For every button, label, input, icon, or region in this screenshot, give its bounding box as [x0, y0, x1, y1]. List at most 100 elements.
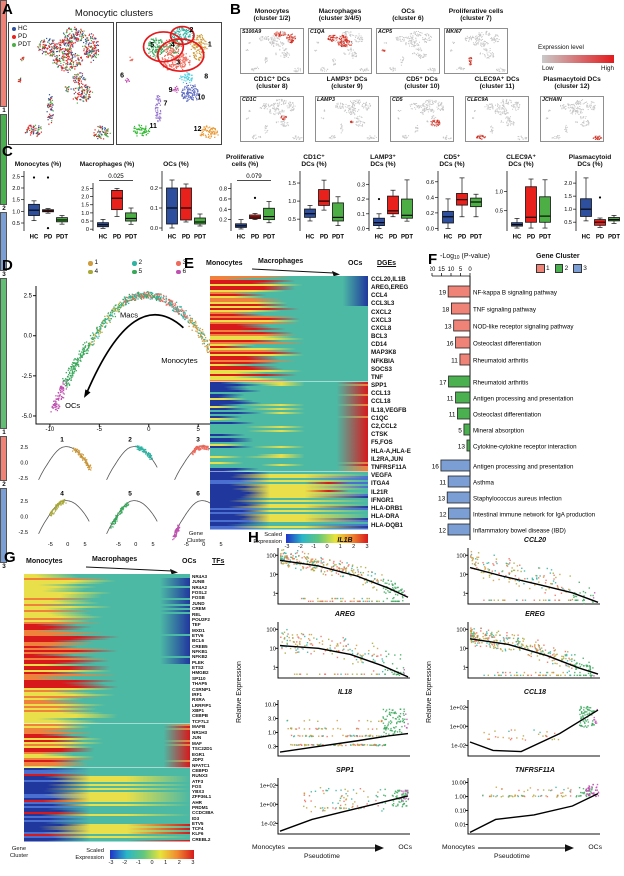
gene-label-block: NR4A3 JUNB NR4A2 FOSL2 FOSB JUND CREM REL POU2F2… [192, 574, 248, 724]
gene-label: MAP3K8 [371, 349, 397, 357]
panel-label-a: A [2, 1, 13, 18]
box-plot-7: 0.5 1.0 HC PD PDT [495, 171, 551, 241]
pathway-count: 13 [444, 324, 452, 331]
box-title-line1: Plasmacytoid [568, 153, 612, 161]
e-scale-line2: Expression [253, 538, 282, 545]
dge-heatmap-canvas [210, 276, 368, 532]
x-group-label: PD [320, 235, 329, 241]
legend-item: PDT [12, 41, 31, 49]
gene-label-block: MAFB NR1H3 JUN MAF TSC22D1 EGR1 JDP2 NFATC1 [192, 724, 248, 768]
box [194, 217, 206, 225]
gene-label: JUND [192, 600, 205, 606]
gene-label: RUNX3 [192, 773, 208, 779]
gene-label: ETV5 [192, 820, 204, 826]
cluster-sidebar-strip [0, 0, 7, 107]
box-plot-0: 0.5 1.0 1.5 2.0 2.5 HC PD PDT [12, 171, 68, 241]
feature-gene-label: CLEC9A [467, 97, 489, 103]
f-legend-title: Gene Cluster [536, 253, 580, 260]
box-title-line1: LAMP3⁺ [370, 153, 396, 161]
cluster-number: 1 [2, 429, 6, 436]
legend-cluster-id: 1 [546, 264, 550, 272]
h-x-label: Pseudotime [494, 853, 530, 860]
feature-title-line2: (cluster 9) [331, 83, 363, 91]
cluster-number: 2 [2, 205, 6, 212]
gene-label: IL18,VEGFB [371, 406, 407, 414]
gene-label: PLEK [192, 659, 205, 665]
y-tick-label: 0 [86, 227, 89, 233]
e-gene-cluster-line2: Cluster [186, 537, 206, 544]
feature-title-line2: (cluster 8) [256, 83, 288, 91]
gene-label: ETS2 [192, 665, 204, 671]
gene-label: THAP5 [192, 681, 208, 687]
f-legend-item: 3 [573, 264, 587, 273]
feature-plot-canvas [377, 29, 439, 73]
pathway-bar [455, 391, 471, 404]
pathway-bar-chart: 20 15 10 5 019 NF-kappa B signaling pathway18… [430, 267, 596, 540]
feature-title-line1: LAMP3⁺ DCs [326, 76, 368, 83]
box-plot-title: Plasmacytoid DCs (%) [556, 150, 624, 168]
scale-tick: -2 [122, 860, 128, 866]
legend-dot-icon [88, 269, 93, 275]
h-ylabel-left: Relative Expression [236, 661, 243, 723]
e-gene-cluster-label: Gene Cluster [180, 531, 212, 544]
gene-label: CCDC88A [192, 810, 214, 816]
outlier-dot [32, 176, 36, 179]
legend-dot-icon [176, 261, 181, 266]
pathway-label: TNF signaling pathway [473, 307, 537, 314]
gene-label: BCL3 [371, 333, 388, 341]
trajectory-legend-item: 3 [176, 259, 220, 268]
x-group-label: HC [513, 235, 522, 241]
expression-colorbar [542, 55, 614, 63]
umap-legend: HC PD PDT [12, 25, 31, 49]
legend-dot-icon [12, 27, 16, 32]
g-gene-cluster-line2: Cluster [9, 852, 29, 859]
y-tick-label: 0.4 [219, 207, 227, 213]
feature-title-line2: (cluster 7) [460, 15, 492, 23]
arrow-head [565, 844, 574, 852]
gene-label: CSRNP1 [192, 686, 211, 692]
pathway-count: 11 [447, 396, 454, 403]
pathway-label: Inflammatory bowel disease (IBD) [473, 528, 566, 535]
y-tick-label: 0.2 [219, 218, 227, 224]
gene-label: C2,CCL2 [371, 422, 397, 430]
pathway-label: Cytokine-cytokine receptor interaction [473, 444, 577, 451]
h-xaxis-right: Monocytes Pseudotime OCs [442, 842, 602, 868]
y-tick-label: 1.0 [81, 211, 89, 217]
feature-plot-canvas [241, 29, 303, 73]
g-scale-ticks: -3 -2 -1 0 1 2 3 [106, 860, 198, 866]
x-group-label: PDT [263, 235, 275, 241]
gene-label-block: CCL20,IL1B AREG,EREG CCL4 CCL3L3 CXCL2 CXCL3 C… [371, 276, 429, 382]
e-scale-colorbar [286, 534, 368, 543]
gene-label: TSC22D1 [192, 746, 213, 751]
pathway-count: 12 [439, 528, 447, 535]
h-scatter-CCL20 [442, 546, 602, 608]
x-group-label: HC [582, 235, 591, 241]
pathway-bar [466, 439, 471, 452]
gene-label: SOCS3 [371, 365, 392, 373]
feature-title: Plasmacytoid DCs (cluster 12) [537, 76, 607, 90]
tf-gene-labels: NR4A3 JUNB NR4A2 FOSL2 FOSB JUND CREM REL POU2F2… [192, 574, 248, 842]
y-tick-label: 0.5 [12, 221, 20, 227]
x-group-label: PD [458, 235, 467, 241]
box [263, 207, 275, 221]
box-title-line2: DCs (%) [577, 160, 603, 168]
box [125, 212, 137, 222]
legend-swatch-icon [536, 264, 545, 273]
legend-label: HC [18, 25, 28, 32]
feature-gene-label: LAMP3 [317, 97, 335, 103]
x-group-label: PD [113, 235, 122, 241]
feature-title-line2: (cluster 12) [554, 83, 590, 91]
feature-title: Proliferative cells (cluster 7) [441, 8, 511, 22]
gene-label: AHR [192, 799, 202, 805]
y-tick-label: 0.2 [150, 186, 158, 192]
y-tick-label: 1.5 [12, 198, 20, 204]
f-legend-item: 2 [554, 264, 568, 273]
pathway-bar [457, 407, 471, 420]
pathway-bar [447, 523, 471, 536]
feature-title-line1: Monocytes [254, 8, 290, 15]
gene-label: JUN [192, 735, 202, 740]
gene-label: CCL13 [371, 390, 391, 398]
pathway-bar [447, 285, 471, 298]
pathway-bar [448, 375, 471, 388]
feature-plot-frame [465, 96, 529, 142]
